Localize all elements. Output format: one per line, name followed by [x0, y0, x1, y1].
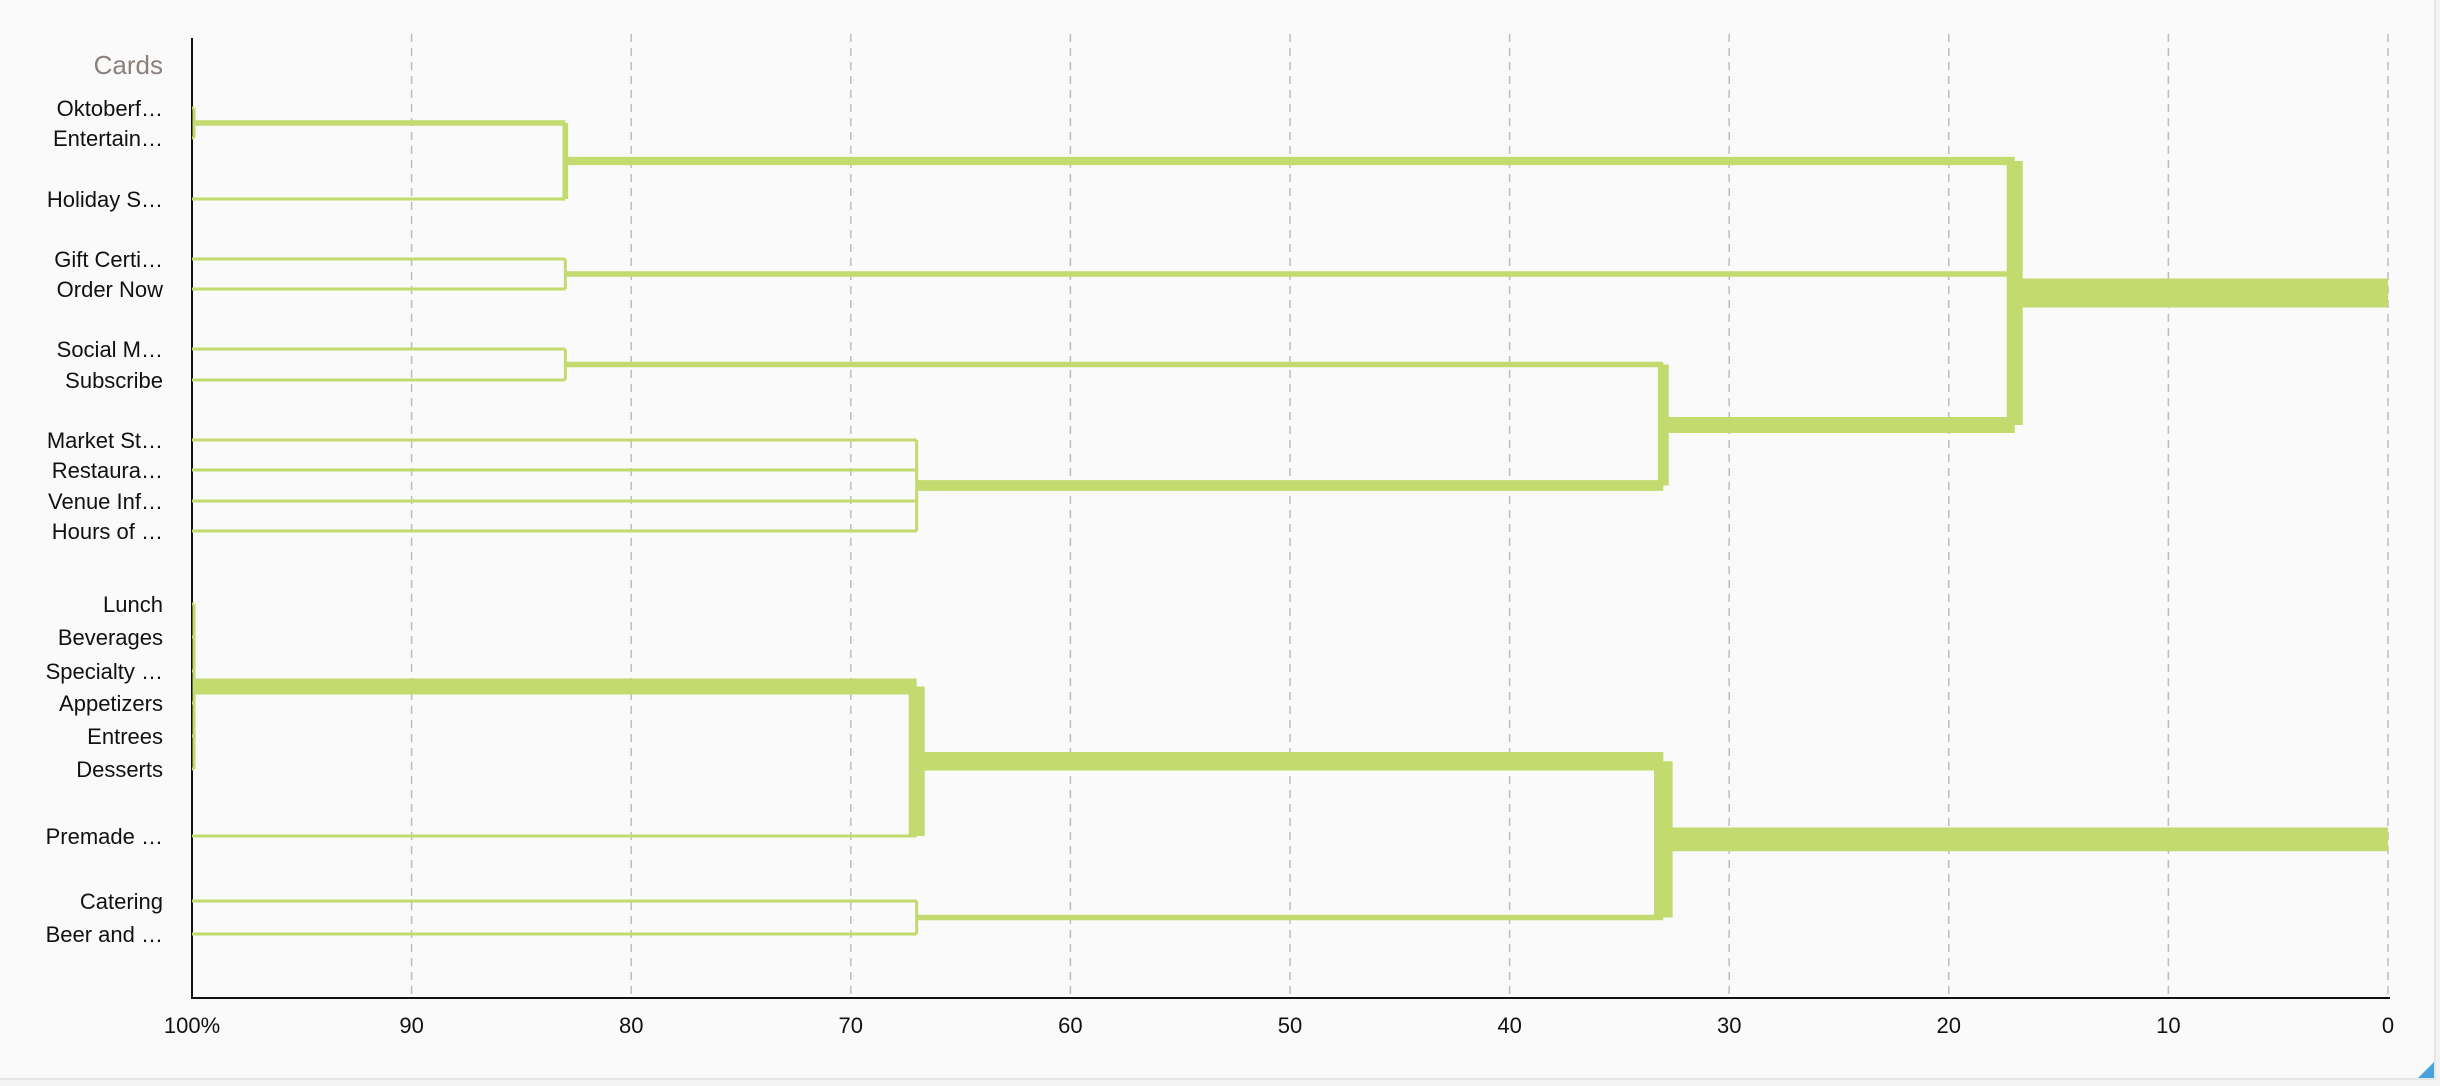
leaf-label: Premade …	[46, 824, 163, 849]
leaf-label: Order Now	[57, 277, 163, 302]
leaf-label: Subscribe	[65, 368, 163, 393]
leaf-label: Entrees	[87, 724, 163, 749]
x-tick-label: 20	[1937, 1013, 1961, 1038]
x-tick-label: 90	[399, 1013, 423, 1038]
x-tick-label: 10	[2156, 1013, 2180, 1038]
leaf-label: Specialty …	[46, 659, 163, 684]
leaf-label: Beverages	[58, 625, 163, 650]
leaf-label: Oktoberf…	[57, 96, 163, 121]
resize-corner-icon[interactable]	[2418, 1062, 2434, 1078]
leaf-label: Venue Inf…	[48, 489, 163, 514]
leaf-label: Lunch	[103, 592, 163, 617]
x-tick-label: 80	[619, 1013, 643, 1038]
leaf-label: Entertain…	[53, 126, 163, 151]
leaf-label: Hours of …	[52, 519, 163, 544]
x-tick-label: 70	[839, 1013, 863, 1038]
leaf-label: Beer and …	[46, 922, 163, 947]
leaf-label: Social M…	[57, 337, 163, 362]
x-tick-label: 0	[2382, 1013, 2394, 1038]
x-tick-label: 50	[1278, 1013, 1302, 1038]
leaf-label: Appetizers	[59, 691, 163, 716]
leaf-label: Desserts	[76, 757, 163, 782]
cards-header: Cards	[94, 50, 163, 80]
x-tick-label: 60	[1058, 1013, 1082, 1038]
x-tick-label: 100%	[164, 1013, 220, 1038]
leaf-label: Holiday S…	[47, 187, 163, 212]
x-tick-label: 40	[1497, 1013, 1521, 1038]
x-tick-label: 30	[1717, 1013, 1741, 1038]
leaf-label: Catering	[80, 889, 163, 914]
leaf-label: Restaura…	[52, 458, 163, 483]
leaf-label: Gift Certi…	[54, 247, 163, 272]
leaf-label: Market St…	[47, 428, 163, 453]
